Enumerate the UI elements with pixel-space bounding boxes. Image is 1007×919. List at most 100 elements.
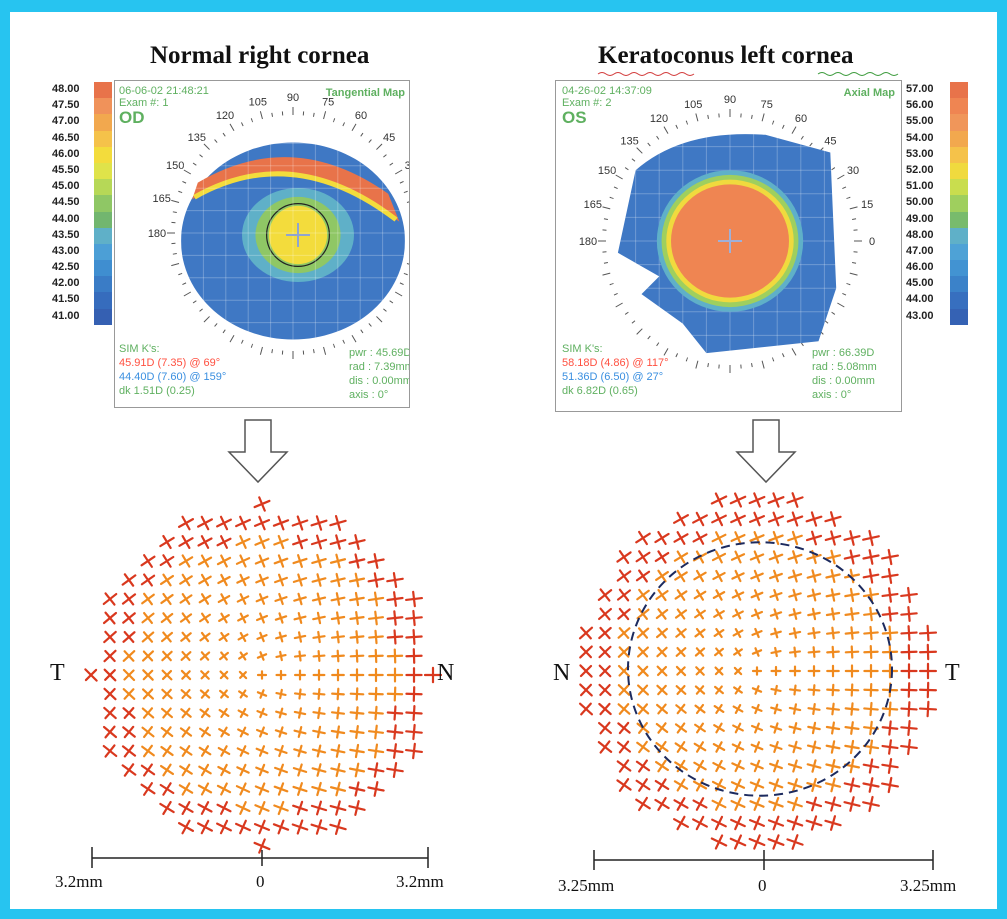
scale-value: 43.00 (906, 309, 934, 322)
vector-cross (198, 745, 212, 757)
vector-cross (656, 665, 668, 677)
vector-cross (824, 815, 842, 831)
angle-label: 60 (355, 110, 367, 122)
degree-tick (312, 112, 315, 117)
vector-cross (159, 782, 175, 796)
right-sim-label: SIM K's: (562, 343, 603, 355)
scale-row: 45.00 (52, 179, 112, 196)
scale-swatch (94, 308, 112, 325)
vector-cross (675, 685, 687, 695)
scale-row: 52.00 (902, 162, 972, 180)
vector-cross (312, 611, 326, 625)
vector-cross (274, 744, 288, 758)
degree-tick (609, 196, 614, 200)
scale-row: 55.00 (902, 114, 972, 131)
vector-cross (293, 631, 307, 643)
vector-cross (844, 587, 860, 603)
scale-value: 45.00 (52, 180, 80, 193)
scale-swatch (950, 308, 968, 325)
right-map-graphic: 90 105 75 120 60 135 45 150 30 165 15 180 0 (579, 94, 875, 373)
scale-value: 54.00 (906, 131, 934, 144)
vector-cross (216, 801, 232, 815)
degree-tick (199, 308, 203, 312)
scale-swatch (950, 130, 968, 147)
vector-cross (236, 763, 250, 777)
vector-cross (751, 627, 763, 639)
vector-cross (862, 777, 880, 793)
vector-cross (656, 703, 668, 715)
scale-value: 47.00 (906, 244, 934, 257)
angle-label: 180 (148, 228, 166, 240)
vector-cross (806, 549, 822, 565)
vector-cross (692, 531, 708, 545)
vector-cross (255, 745, 269, 757)
left-dis: dis : 0.00mm (349, 375, 410, 387)
vector-cross (787, 569, 803, 583)
scale-swatch (950, 211, 968, 228)
vector-cross (121, 573, 137, 587)
vector-cross (730, 778, 746, 792)
scale-value: 42.50 (52, 261, 80, 274)
vector-cross (330, 592, 346, 606)
vector-cross (635, 759, 651, 773)
vector-cross (825, 721, 841, 735)
degree-tick (831, 311, 836, 315)
vector-cross (142, 669, 154, 681)
vector-cross (255, 612, 269, 624)
vector-cross (654, 778, 670, 792)
vector-cross (292, 573, 308, 587)
vector-cross (216, 515, 232, 531)
vector-cross (255, 726, 269, 738)
vector-cross (103, 649, 117, 663)
vector-cross (694, 608, 706, 620)
vector-cross (102, 592, 118, 606)
degree-tick (360, 132, 364, 137)
scale-swatch (94, 162, 112, 180)
scale-swatch (950, 146, 968, 163)
vector-cross (330, 572, 346, 588)
vector-cross (862, 568, 880, 584)
degree-tick (271, 349, 274, 354)
vector-cross (235, 554, 251, 568)
vector-cross (293, 744, 307, 758)
vector-cross (272, 515, 290, 531)
degree-tick (192, 162, 197, 166)
vector-cross (769, 588, 783, 602)
vector-cross (843, 796, 861, 812)
vector-cross (160, 707, 174, 719)
vector-cross (597, 721, 613, 735)
vector-cross (368, 648, 384, 664)
vector-cross (349, 706, 365, 720)
vector-cross (141, 631, 155, 643)
vector-cross (751, 703, 763, 715)
vector-cross (636, 722, 650, 734)
degree-tick (852, 262, 857, 264)
vector-cross (693, 759, 707, 773)
vector-cross (654, 550, 670, 564)
vector-cross (197, 515, 213, 531)
degree-tick (171, 263, 180, 267)
vector-cross (579, 683, 593, 697)
degree-tick (203, 143, 210, 150)
vector-cross (348, 534, 366, 550)
degree-tick (368, 139, 372, 143)
vector-cross (256, 707, 268, 719)
vector-cross (635, 796, 651, 812)
vector-cross (217, 763, 231, 777)
vector-cross (218, 612, 230, 624)
vector-cross (731, 741, 745, 753)
degree-tick (603, 262, 608, 264)
vector-cross (386, 610, 404, 626)
vector-cross (330, 725, 346, 739)
vector-cross (218, 651, 230, 661)
angle-label: 150 (598, 165, 616, 177)
vector-cross (693, 741, 707, 753)
vector-cross (598, 664, 612, 678)
vector-cross (675, 647, 687, 657)
scale-swatch (94, 227, 112, 244)
vector-cross (788, 627, 802, 639)
vector-cross (881, 776, 899, 794)
vector-cross (635, 569, 651, 583)
degree-tick (403, 272, 408, 276)
